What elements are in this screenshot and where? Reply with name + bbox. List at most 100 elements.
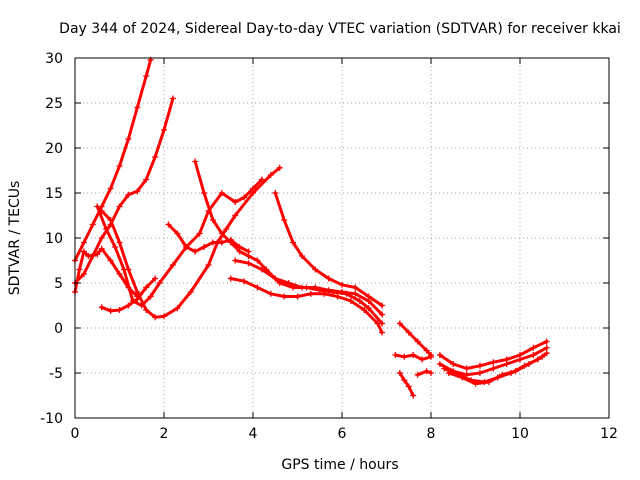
x-tick-label: 6 xyxy=(338,426,347,442)
data-point xyxy=(116,307,123,313)
data-point xyxy=(134,296,141,303)
data-point xyxy=(476,370,483,376)
series-arc-19 xyxy=(445,353,546,387)
data-point xyxy=(476,362,483,369)
data-point xyxy=(116,163,123,169)
data-point xyxy=(174,230,181,237)
series-arc-6 xyxy=(98,275,159,314)
data-point xyxy=(143,284,150,291)
data-point xyxy=(325,287,332,294)
data-point xyxy=(196,230,203,237)
data-point xyxy=(347,298,354,304)
data-point xyxy=(272,190,279,196)
x-tick-label: 12 xyxy=(600,426,618,442)
data-point xyxy=(103,226,110,232)
data-point xyxy=(174,305,181,312)
data-point xyxy=(379,302,386,309)
data-point xyxy=(232,212,239,219)
data-point xyxy=(232,257,239,264)
data-point xyxy=(134,104,141,111)
data-point xyxy=(517,356,523,363)
data-point xyxy=(250,185,256,192)
data-point xyxy=(325,275,332,282)
data-point xyxy=(143,73,150,79)
series-line xyxy=(73,247,139,298)
data-point xyxy=(80,271,87,277)
data-point xyxy=(116,271,123,277)
series-arc-16 xyxy=(436,338,550,372)
tick-layer: 0 2 4 6 8 10 12 -10 -5 0 5 10 15 20 25 30 xyxy=(40,51,618,442)
data-point xyxy=(419,356,426,363)
data-point xyxy=(98,235,105,241)
x-axis-label: GPS time / hours xyxy=(281,457,398,473)
data-point xyxy=(276,164,283,171)
data-point xyxy=(227,239,234,246)
data-point xyxy=(218,239,225,246)
x-tick-label: 10 xyxy=(511,426,529,442)
series-arc-1 xyxy=(72,56,154,264)
series-arc-11 xyxy=(272,190,386,309)
series-arc-13 xyxy=(392,352,434,363)
data-point xyxy=(307,290,314,297)
data-point xyxy=(76,266,83,273)
series-line xyxy=(273,191,384,307)
series-line xyxy=(398,371,415,397)
data-point xyxy=(147,293,154,300)
data-point xyxy=(89,221,96,228)
data-point xyxy=(201,190,208,196)
data-point xyxy=(112,244,119,250)
data-point xyxy=(499,371,506,378)
data-point xyxy=(192,158,199,165)
series-arc-5 xyxy=(94,176,265,309)
data-point xyxy=(352,290,359,297)
data-point xyxy=(410,392,417,399)
data-point xyxy=(539,353,546,360)
data-point xyxy=(107,307,114,314)
data-point xyxy=(401,377,408,384)
data-point xyxy=(267,172,274,178)
series-line xyxy=(166,223,251,253)
grid-layer xyxy=(75,58,609,418)
data-point xyxy=(445,370,452,376)
data-point xyxy=(294,293,301,300)
data-point xyxy=(107,185,114,192)
data-point xyxy=(414,338,421,345)
data-point xyxy=(169,262,176,268)
data-point xyxy=(254,257,261,264)
y-tick-label: -10 xyxy=(40,411,63,427)
data-point xyxy=(236,248,243,255)
data-point xyxy=(245,260,252,267)
data-point xyxy=(410,352,417,358)
series-arc-14 xyxy=(396,370,417,399)
data-point xyxy=(205,262,212,268)
data-point xyxy=(98,304,105,311)
data-point xyxy=(396,320,403,327)
data-point xyxy=(227,275,234,282)
data-point xyxy=(361,307,368,313)
data-point xyxy=(543,338,550,345)
data-point xyxy=(94,203,101,210)
series-arc-9 xyxy=(232,257,386,318)
data-point xyxy=(161,127,167,133)
data-point xyxy=(143,176,150,183)
data-point xyxy=(281,217,288,223)
series-line xyxy=(233,259,384,316)
data-point xyxy=(512,368,519,375)
data-point xyxy=(116,203,123,210)
data-point xyxy=(241,194,248,201)
data-point xyxy=(436,352,443,358)
data-point xyxy=(356,298,363,304)
data-point xyxy=(441,365,448,372)
data-point xyxy=(503,361,510,367)
chart-title: Day 344 of 2024, Sidereal Day-to-day VTE… xyxy=(59,21,621,37)
data-point xyxy=(80,239,87,246)
x-tick-label: 4 xyxy=(249,426,258,442)
data-point xyxy=(485,379,492,385)
data-point xyxy=(254,284,261,291)
data-point xyxy=(298,284,305,291)
y-tick-label: 25 xyxy=(45,96,63,112)
data-point xyxy=(339,289,345,295)
data-point xyxy=(98,245,105,252)
data-point xyxy=(218,230,225,237)
